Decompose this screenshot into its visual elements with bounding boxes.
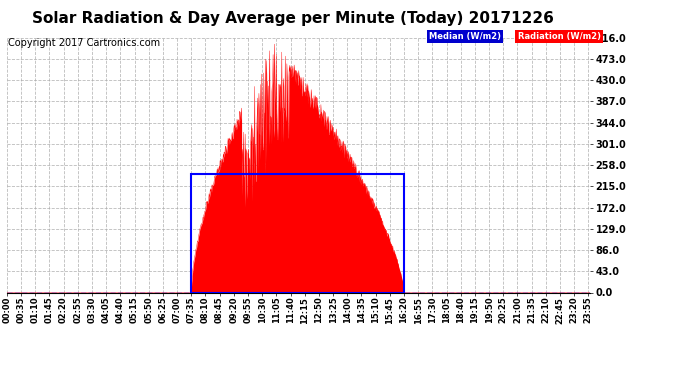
Text: Median (W/m2): Median (W/m2) — [429, 32, 501, 41]
Text: Copyright 2017 Cartronics.com: Copyright 2017 Cartronics.com — [8, 38, 160, 48]
Text: Radiation (W/m2): Radiation (W/m2) — [518, 32, 600, 41]
Bar — [191, 174, 404, 292]
Text: Solar Radiation & Day Average per Minute (Today) 20171226: Solar Radiation & Day Average per Minute… — [32, 11, 554, 26]
